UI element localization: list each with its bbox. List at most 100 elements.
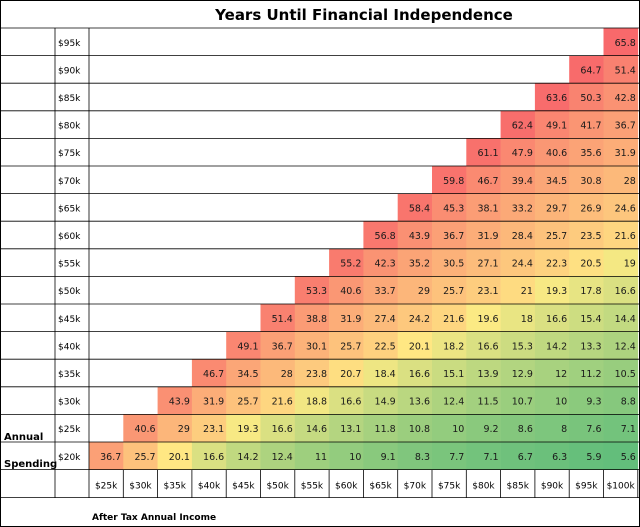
cell-value-label: 51.4 [615, 65, 636, 76]
x-tick-label: $45k [232, 482, 255, 492]
cell-value-label: 36.7 [615, 121, 636, 132]
cell-value-label: 28 [624, 176, 636, 187]
cell-value-label: 22.5 [375, 341, 396, 352]
cell-value-label: 43.9 [409, 231, 430, 242]
x-tick-label: $75k [438, 482, 461, 492]
heatmap-cell [260, 414, 296, 443]
cell-value-label: 8.8 [621, 397, 636, 408]
cell-value-label: 29 [178, 424, 190, 435]
heatmap-cell [534, 442, 570, 470]
heatmap-cell [397, 331, 433, 360]
heatmap-cell [329, 386, 364, 415]
cell-value-label: 24.2 [409, 314, 430, 325]
heatmap-cell [294, 442, 330, 470]
x-tick-label: $90k [541, 482, 564, 492]
cell-value-label: 12 [555, 369, 567, 380]
cell-value-label: 27.4 [375, 314, 396, 325]
heatmap-cell [466, 386, 501, 415]
cell-value-label: 31.9 [477, 231, 498, 242]
heatmap-cell [603, 331, 639, 360]
cell-value-label: 40.6 [134, 424, 155, 435]
heatmap-cell [226, 331, 261, 360]
y-axis-label-line-1: Annual [4, 432, 43, 443]
heatmap-cell [603, 221, 639, 250]
heatmap-cell [432, 414, 467, 443]
heatmap-cell [329, 248, 364, 277]
cell-value-label: 13.9 [477, 369, 498, 380]
cell-value-label: 55.2 [340, 259, 361, 270]
cell-value-label: 49.1 [546, 121, 567, 132]
cell-value-label: 12.4 [615, 341, 636, 352]
heatmap-cell [432, 248, 467, 277]
cell-value-label: 20.1 [409, 341, 430, 352]
cell-value-label: 43.9 [169, 397, 190, 408]
cell-value-label: 23.1 [203, 424, 224, 435]
heatmap-cell [397, 304, 433, 332]
cell-value-label: 5.6 [621, 452, 636, 463]
heatmap-cell [329, 414, 364, 443]
heatmap-cell [466, 166, 501, 194]
y-tick-label: $35k [58, 370, 81, 380]
heatmap-cell [534, 221, 570, 250]
cell-value-label: 29.7 [546, 203, 567, 214]
heatmap-cell [363, 442, 398, 470]
heatmap-cell [157, 414, 193, 443]
y-tick-label: $55k [58, 260, 81, 270]
y-tick-label: $45k [58, 315, 81, 325]
heatmap-cell [294, 359, 330, 388]
heatmap-cell [397, 359, 433, 388]
heatmap-cell [89, 442, 124, 470]
x-tick-label: $50k [266, 482, 289, 492]
x-tick-label: $35k [164, 482, 187, 492]
cell-value-label: 15.4 [580, 314, 601, 325]
heatmap-cell [397, 248, 433, 277]
cell-value-label: 10.7 [512, 397, 533, 408]
x-tick-label: $65k [369, 482, 392, 492]
heatmap-cell [603, 386, 639, 415]
heatmap-cell [363, 414, 398, 443]
heatmap-cell [569, 276, 604, 305]
cell-value-label: 35.6 [580, 148, 601, 159]
cell-value-label: 20.7 [340, 369, 361, 380]
y-tick-label: $90k [58, 66, 81, 76]
cell-value-label: 24.4 [512, 259, 533, 270]
cell-value-label: 9.1 [381, 452, 396, 463]
cell-value-label: 10 [555, 397, 567, 408]
heatmap-cell [603, 110, 639, 139]
x-tick-label: $30k [129, 482, 152, 492]
heatmap-cell [432, 304, 467, 332]
heatmap-cell [534, 359, 570, 388]
y-tick-label: $70k [58, 177, 81, 187]
cell-value-label: 46.7 [203, 369, 224, 380]
heatmap-cell [432, 386, 467, 415]
heatmap-cell [363, 331, 398, 360]
heatmap-cell [466, 276, 501, 305]
x-axis-title: After Tax Annual Income [92, 513, 216, 523]
cell-value-label: 16.6 [203, 452, 224, 463]
cell-value-label: 11.5 [477, 397, 498, 408]
heatmap-cell [534, 138, 570, 167]
cell-value-label: 8.3 [415, 452, 430, 463]
cell-value-label: 63.6 [546, 93, 567, 104]
y-tick-label: $30k [58, 398, 81, 408]
cell-value-label: 58.4 [409, 203, 430, 214]
grid-lines [0, 27, 640, 499]
cell-value-label: 25.7 [443, 286, 464, 297]
heatmap-cell [534, 386, 570, 415]
y-tick-label: $60k [58, 232, 81, 242]
cell-value-label: 7.1 [483, 452, 498, 463]
cell-value-label: 16.6 [615, 286, 636, 297]
heatmap-cell [534, 193, 570, 222]
heatmap-cell [363, 386, 398, 415]
heatmap-cell [260, 442, 296, 470]
x-tick-label: $85k [507, 482, 530, 492]
cell-value-label: 7.1 [621, 424, 636, 435]
y-tick-label: $75k [58, 149, 81, 159]
heatmap-cell [432, 193, 467, 222]
cell-value-label: 7.6 [586, 424, 601, 435]
cell-value-label: 19 [624, 259, 636, 270]
heatmap-cell [329, 359, 364, 388]
heatmap-cell [466, 248, 501, 277]
heatmap-cell [500, 248, 536, 277]
heatmap-cell [603, 193, 639, 222]
